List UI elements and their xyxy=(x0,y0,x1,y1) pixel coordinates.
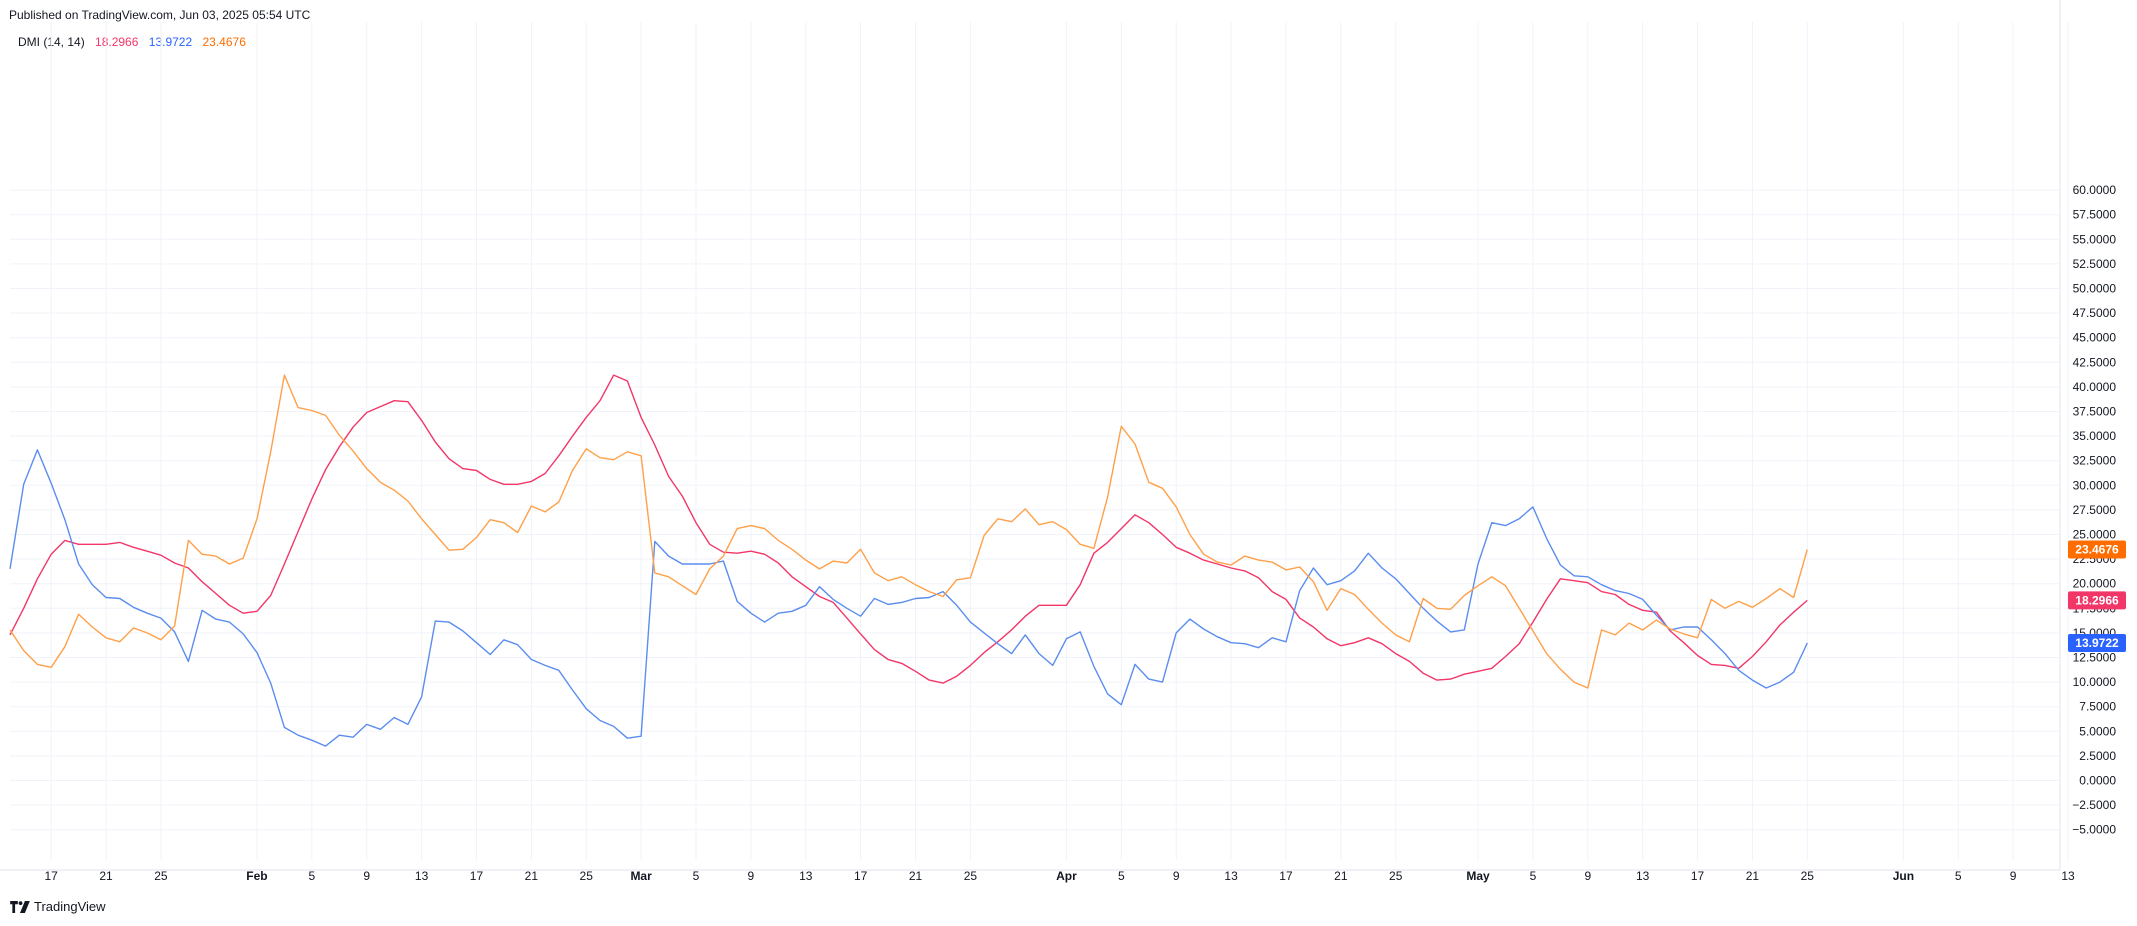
x-tick-label: 13 xyxy=(1636,869,1650,883)
last-value-text: 23.4676 xyxy=(2075,543,2119,557)
last-value-text: 13.9722 xyxy=(2075,636,2119,650)
x-tick-label: 9 xyxy=(1584,869,1591,883)
y-tick-label: 40.0000 xyxy=(2073,380,2117,394)
y-tick-label: 52.5000 xyxy=(2073,257,2117,271)
y-tick-label: 7.5000 xyxy=(2079,700,2116,714)
last-value-text: 18.2966 xyxy=(2075,593,2119,607)
x-tick-label: 17 xyxy=(44,869,58,883)
x-tick-label: Apr xyxy=(1056,869,1077,883)
published-caption: Published on TradingView.com, Jun 03, 20… xyxy=(9,8,311,22)
x-tick-label: 25 xyxy=(1389,869,1403,883)
y-tick-label: 47.5000 xyxy=(2073,306,2117,320)
y-tick-label: 50.0000 xyxy=(2073,282,2117,296)
adx-line xyxy=(9,374,1808,684)
y-tick-label: 37.5000 xyxy=(2073,405,2117,419)
y-tick-label: 10.0000 xyxy=(2073,675,2117,689)
di-plus-line xyxy=(9,374,1808,689)
legend-value-di-minus: 13.9722 xyxy=(148,35,193,49)
x-tick-label: 5 xyxy=(1955,869,1962,883)
y-tick-label: 2.5000 xyxy=(2079,749,2116,763)
x-tick-label: 21 xyxy=(525,869,539,883)
x-tick-label: 9 xyxy=(363,869,370,883)
x-tick-label: Mar xyxy=(630,869,652,883)
x-tick-label: May xyxy=(1466,869,1490,883)
x-tick-label: 17 xyxy=(1691,869,1705,883)
x-tick-label: 13 xyxy=(2061,869,2075,883)
y-tick-label: −5.0000 xyxy=(2072,823,2116,837)
x-tick-label: 17 xyxy=(1279,869,1293,883)
tradingview-footer[interactable]: TradingView xyxy=(10,899,106,914)
x-tick-label: 17 xyxy=(854,869,868,883)
x-tick-label: Jun xyxy=(1893,869,1914,883)
y-tick-label: 30.0000 xyxy=(2073,478,2117,492)
y-tick-label: 57.5000 xyxy=(2073,208,2117,222)
x-tick-label: 5 xyxy=(1530,869,1537,883)
x-tick-label: 13 xyxy=(799,869,813,883)
x-tick-label: 21 xyxy=(1746,869,1760,883)
tradingview-logo-icon xyxy=(10,900,30,913)
last-value-badge-adx: 18.2966 xyxy=(2068,591,2126,610)
x-tick-label: 13 xyxy=(1224,869,1238,883)
x-tick-label: 25 xyxy=(580,869,594,883)
x-tick-label: 25 xyxy=(154,869,168,883)
x-tick-label: Feb xyxy=(246,869,267,883)
y-tick-label: 0.0000 xyxy=(2079,774,2116,788)
x-tick-label: 5 xyxy=(693,869,700,883)
grid xyxy=(0,0,2069,871)
x-tick-label: 25 xyxy=(964,869,978,883)
y-axis: 60.0000 57.5000 55.0000 52.5000 50.0000 47.50… xyxy=(2072,183,2116,837)
x-tick-label: 21 xyxy=(99,869,113,883)
x-tick-label: 21 xyxy=(909,869,923,883)
last-value-badges: 23.4676 18.2966 13.9722 xyxy=(2068,540,2126,653)
last-value-badge-di-minus: 13.9722 xyxy=(2068,634,2126,653)
y-tick-label: 20.0000 xyxy=(2073,577,2117,591)
x-axis: 17 21 25 Feb 5 9 13 17 21 25 Mar 5 9 13 17 21 25 Apr 5 9 13 1… xyxy=(44,869,2075,883)
y-tick-label: 5.0000 xyxy=(2079,724,2116,738)
di-minus-line xyxy=(9,449,1808,747)
y-tick-label: 35.0000 xyxy=(2073,429,2117,443)
y-tick-label: 27.5000 xyxy=(2073,503,2117,517)
x-tick-label: 9 xyxy=(2010,869,2017,883)
x-tick-label: 5 xyxy=(1118,869,1125,883)
y-tick-label: 25.0000 xyxy=(2073,528,2117,542)
x-tick-label: 21 xyxy=(1334,869,1348,883)
x-tick-label: 13 xyxy=(415,869,429,883)
y-tick-label: 45.0000 xyxy=(2073,331,2117,345)
x-tick-label: 5 xyxy=(308,869,315,883)
x-tick-label: 9 xyxy=(1173,869,1180,883)
y-tick-label: 12.5000 xyxy=(2073,651,2117,665)
y-tick-label: 42.5000 xyxy=(2073,355,2117,369)
footer-brand: TradingView xyxy=(34,899,106,914)
y-tick-label: 55.0000 xyxy=(2073,232,2117,246)
y-tick-label: 60.0000 xyxy=(2073,183,2117,197)
y-tick-label: 32.5000 xyxy=(2073,454,2117,468)
x-tick-label: 9 xyxy=(748,869,755,883)
x-tick-label: 17 xyxy=(470,869,484,883)
last-value-badge-di-plus: 23.4676 xyxy=(2068,540,2126,559)
x-tick-label: 25 xyxy=(1801,869,1815,883)
y-tick-label: −2.5000 xyxy=(2072,798,2116,812)
series-lines xyxy=(9,374,1808,747)
legend-value-di-plus: 23.4676 xyxy=(202,35,246,49)
